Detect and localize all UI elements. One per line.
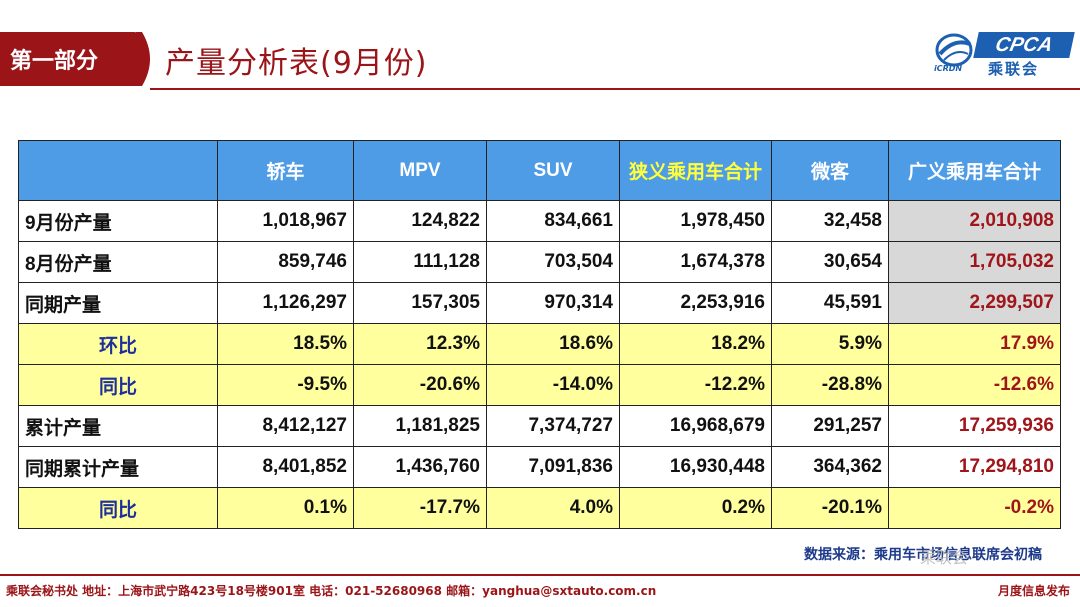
table-cell: 291,257 [771, 405, 889, 447]
table-row: 同比 0.1% -17.7% 4.0% 0.2% -20.1% -0.2% [18, 487, 1061, 529]
table-cell: 1,978,450 [619, 200, 772, 242]
table-cell: 7,374,727 [486, 405, 620, 447]
table-cell: 2,299,507 [888, 282, 1061, 324]
footer-divider [0, 574, 1080, 576]
table-cell: 8,412,127 [217, 405, 354, 447]
cpca-logo: CPCA 乘联会 iCRDN [930, 28, 1076, 78]
table-cell: 1,436,760 [353, 446, 487, 488]
table-cell: 17,259,936 [888, 405, 1061, 447]
table-cell: 111,128 [353, 241, 487, 283]
table-cell: -12.6% [888, 364, 1061, 406]
data-source: 数据来源：乘用车市场信息联席会初稿 [804, 547, 1042, 563]
table-row: 环比 18.5% 12.3% 18.6% 18.2% 5.9% 17.9% [18, 323, 1061, 365]
col-header: 狭义乘用车合计 [619, 140, 772, 201]
table-cell: 7,091,836 [486, 446, 620, 488]
table-cell: 18.6% [486, 323, 620, 365]
table-cell: -20.1% [771, 487, 889, 529]
globe-icon [935, 33, 973, 67]
row-label: 累计产量 [18, 405, 218, 447]
section-tag: 第一部分 [0, 32, 140, 86]
table-cell: 2,253,916 [619, 282, 772, 324]
table-cell: -14.0% [486, 364, 620, 406]
section-label: 第一部分 [10, 49, 99, 74]
table-cell: -0.2% [888, 487, 1061, 529]
table-row: 8月份产量 859,746 111,128 703,504 1,674,378 30,65… [18, 241, 1061, 283]
table-cell: 1,674,378 [619, 241, 772, 283]
col-header: SUV [486, 140, 620, 201]
table-row: 累计产量 8,412,127 1,181,825 7,374,727 16,968,67… [18, 405, 1061, 447]
table-cell: 30,654 [771, 241, 889, 283]
row-label: 同期产量 [18, 282, 218, 324]
row-label: 9月份产量 [18, 200, 218, 242]
table-cell: 17.9% [888, 323, 1061, 365]
table-cell: 16,968,679 [619, 405, 772, 447]
table-cell: 970,314 [486, 282, 620, 324]
table-row: 同比 -9.5% -20.6% -14.0% -12.2% -28.8% -12.6% [18, 364, 1061, 406]
production-table: 轿车 MPV SUV 狭义乘用车合计 微客 广义乘用车合计 9月份产量 1,018… [18, 140, 1061, 529]
page-title: 产量分析表(9月份) [165, 46, 428, 81]
table-row: 同期累计产量 8,401,852 1,436,760 7,091,836 16,930,… [18, 446, 1061, 488]
table-cell: 1,126,297 [217, 282, 354, 324]
table-cell: 0.1% [217, 487, 354, 529]
table-cell: 157,305 [353, 282, 487, 324]
watermark: 乘联会 [920, 548, 969, 567]
row-label: 同比 [18, 487, 218, 529]
table-cell: 1,018,967 [217, 200, 354, 242]
table-cell: -20.6% [353, 364, 487, 406]
table-cell: 2,010,908 [888, 200, 1061, 242]
table-cell: 5.9% [771, 323, 889, 365]
footer-contact: 乘联会秘书处 地址：上海市武宁路423号18号楼901室 电话：021-5268… [6, 584, 657, 598]
table-cell: 834,661 [486, 200, 620, 242]
col-header: 轿车 [217, 140, 354, 201]
row-label: 同期累计产量 [18, 446, 218, 488]
table-cell: 124,822 [353, 200, 487, 242]
col-header: MPV [353, 140, 487, 201]
table-cell: 17,294,810 [888, 446, 1061, 488]
row-label: 8月份产量 [18, 241, 218, 283]
row-label: 同比 [18, 364, 218, 406]
table-cell: 364,362 [771, 446, 889, 488]
table-header-row: 轿车 MPV SUV 狭义乘用车合计 微客 广义乘用车合计 [18, 140, 1061, 201]
table-row: 9月份产量 1,018,967 124,822 834,661 1,978,450 32,… [18, 200, 1061, 242]
col-header: 微客 [771, 140, 889, 201]
table-cell: -9.5% [217, 364, 354, 406]
table-cell: 18.2% [619, 323, 772, 365]
table-cell: 859,746 [217, 241, 354, 283]
table-cell: -17.7% [353, 487, 487, 529]
table-cell: 4.0% [486, 487, 620, 529]
logo-cn-text: 乘联会 [988, 60, 1040, 78]
logo-small-text: iCRDN [934, 64, 963, 73]
table-cell: 18.5% [217, 323, 354, 365]
table-cell: -12.2% [619, 364, 772, 406]
table-cell: -28.8% [771, 364, 889, 406]
table-row: 同期产量 1,126,297 157,305 970,314 2,253,916 45,5… [18, 282, 1061, 324]
table-cell: 1,181,825 [353, 405, 487, 447]
header-corner [18, 140, 218, 201]
table-cell: 32,458 [771, 200, 889, 242]
table-cell: 0.2% [619, 487, 772, 529]
table-cell: 12.3% [353, 323, 487, 365]
table-cell: 703,504 [486, 241, 620, 283]
logo-cpca-text: CPCA [973, 32, 1075, 58]
table-cell: 16,930,448 [619, 446, 772, 488]
table-cell: 45,591 [771, 282, 889, 324]
table-cell: 1,705,032 [888, 241, 1061, 283]
col-header: 广义乘用车合计 [888, 140, 1061, 201]
row-label: 环比 [18, 323, 218, 365]
header-divider [150, 88, 1080, 90]
footer-right: 月度信息发布 [997, 584, 1070, 598]
header-curve [136, 32, 150, 86]
table-cell: 8,401,852 [217, 446, 354, 488]
